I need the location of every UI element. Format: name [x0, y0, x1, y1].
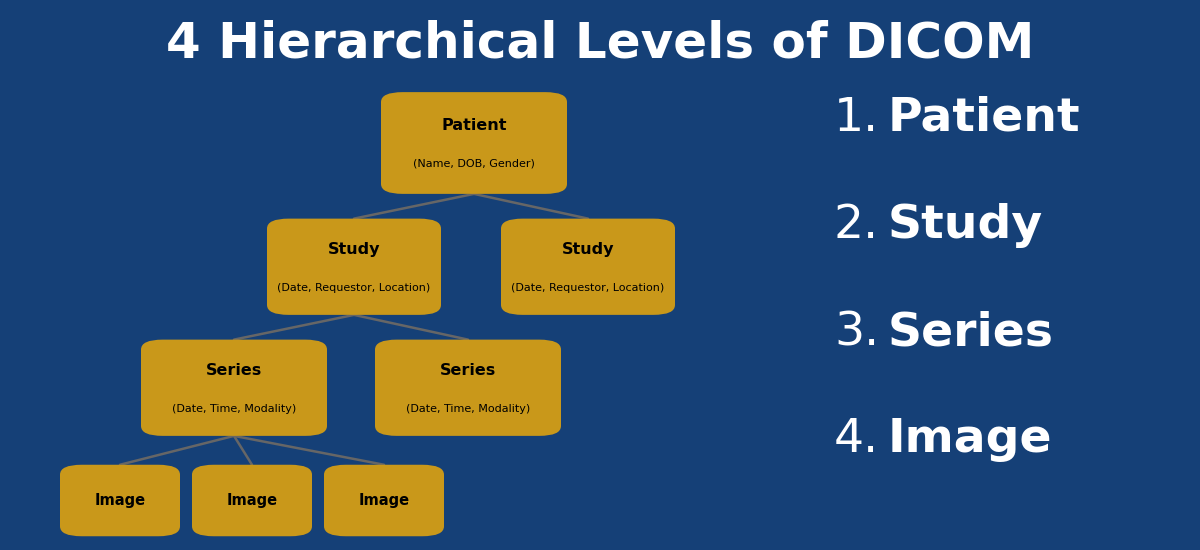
- FancyBboxPatch shape: [60, 465, 180, 536]
- Text: Patient: Patient: [888, 96, 1081, 141]
- Text: Series: Series: [440, 362, 496, 378]
- Text: (Date, Requestor, Location): (Date, Requestor, Location): [511, 283, 665, 293]
- Text: (Date, Time, Modality): (Date, Time, Modality): [172, 404, 296, 414]
- Text: Series: Series: [888, 310, 1054, 355]
- Text: 1.: 1.: [834, 96, 880, 141]
- Text: Image: Image: [95, 493, 145, 508]
- Text: (Name, DOB, Gender): (Name, DOB, Gender): [413, 159, 535, 169]
- Text: (Date, Time, Modality): (Date, Time, Modality): [406, 404, 530, 414]
- FancyBboxPatch shape: [324, 465, 444, 536]
- Text: Study: Study: [328, 241, 380, 257]
- Text: 2.: 2.: [834, 203, 880, 248]
- FancyBboxPatch shape: [374, 340, 562, 436]
- Text: Image: Image: [888, 417, 1052, 463]
- Text: 4.: 4.: [834, 417, 880, 463]
- FancyBboxPatch shape: [192, 465, 312, 536]
- Text: (Date, Requestor, Location): (Date, Requestor, Location): [277, 283, 431, 293]
- FancyBboxPatch shape: [382, 92, 568, 194]
- Text: 4 Hierarchical Levels of DICOM: 4 Hierarchical Levels of DICOM: [166, 19, 1034, 67]
- Text: Series: Series: [206, 362, 262, 378]
- Text: 3.: 3.: [834, 310, 880, 355]
- Text: Study: Study: [888, 203, 1043, 248]
- Text: Patient: Patient: [442, 118, 506, 133]
- FancyBboxPatch shape: [142, 340, 326, 436]
- Text: Study: Study: [562, 241, 614, 257]
- FancyBboxPatch shape: [502, 218, 674, 315]
- FancyBboxPatch shape: [266, 218, 442, 315]
- Text: Image: Image: [227, 493, 277, 508]
- Text: Image: Image: [359, 493, 409, 508]
